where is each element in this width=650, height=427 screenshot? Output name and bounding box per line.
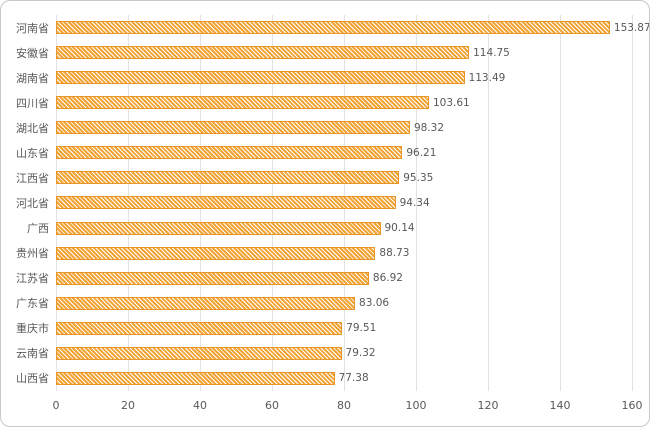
x-tick-label: 0	[52, 399, 60, 412]
gridline	[415, 15, 417, 391]
category-label: 广东省	[16, 297, 49, 311]
gridline	[631, 15, 633, 391]
category-label: 贵州省	[16, 247, 49, 261]
category-label: 山东省	[16, 146, 49, 160]
value-label: 114.75	[473, 46, 510, 59]
bar-track: 77.38	[56, 366, 632, 391]
bar-row: 广东省 83.06	[1, 291, 632, 316]
category-label: 河北省	[16, 196, 49, 210]
category-label: 湖北省	[16, 121, 49, 135]
bar-track: 153.87	[56, 15, 649, 40]
category-label: 江苏省	[16, 272, 49, 286]
category-label: 云南省	[16, 347, 49, 361]
category-label: 四川省	[16, 96, 49, 110]
bar-track: 114.75	[56, 40, 632, 65]
bar-row: 江西省 95.35	[1, 165, 632, 190]
bar-row: 湖北省 98.32	[1, 115, 632, 140]
bar-track: 90.14	[56, 216, 632, 241]
bar-row: 广西 90.14	[1, 216, 632, 241]
gridline	[559, 15, 561, 391]
bar-row: 贵州省 88.73	[1, 241, 632, 266]
bar-row: 河北省 94.34	[1, 190, 632, 215]
bar	[56, 271, 369, 285]
value-label: 95.35	[403, 171, 434, 184]
category-label: 山西省	[16, 372, 49, 386]
x-tick-label: 100	[405, 399, 427, 412]
bar-track: 98.32	[56, 115, 632, 140]
bar-track: 95.35	[56, 165, 632, 190]
bar-track: 103.61	[56, 90, 632, 115]
value-label: 94.34	[399, 196, 430, 209]
value-label: 98.32	[413, 121, 444, 134]
bar	[56, 46, 470, 60]
x-tick-label: 40	[193, 399, 207, 412]
x-tick-label: 80	[337, 399, 351, 412]
bar-track: 79.32	[56, 341, 632, 366]
bar-track: 96.21	[56, 140, 632, 165]
value-label: 90.14	[384, 222, 415, 235]
x-tick-label: 160	[621, 399, 643, 412]
bar-row: 云南省 79.32	[1, 341, 632, 366]
bar	[56, 146, 403, 160]
bar-track: 113.49	[56, 65, 632, 90]
x-axis: 0 20 40 60 80 100 120 140 160	[52, 391, 643, 426]
bar-track: 94.34	[56, 190, 632, 215]
bar	[56, 96, 429, 110]
bar	[56, 296, 356, 310]
value-label: 86.92	[372, 272, 403, 285]
bar-track: 86.92	[56, 266, 632, 291]
bar-row: 重庆市 79.51	[1, 316, 632, 341]
value-label: 79.32	[345, 347, 376, 360]
value-label: 88.73	[379, 247, 410, 260]
bar	[56, 71, 465, 85]
value-label: 83.06	[359, 297, 390, 310]
x-tick-label: 20	[121, 399, 135, 412]
bar-row: 四川省 103.61	[1, 90, 632, 115]
bar	[56, 246, 376, 260]
bar-track: 88.73	[56, 241, 632, 266]
category-label: 广西	[27, 222, 49, 236]
bar-row: 山东省 96.21	[1, 140, 632, 165]
bar	[56, 221, 381, 235]
x-tick-label: 60	[265, 399, 279, 412]
value-label: 103.61	[432, 96, 470, 109]
category-label: 安徽省	[16, 46, 49, 60]
x-tick-label: 120	[477, 399, 499, 412]
bar-track: 79.51	[56, 316, 632, 341]
bar	[56, 371, 335, 385]
plot-area: 河南省 153.87 安徽省 114.75 湖南省 113.49 四川省 103.61 湖北省 9…	[1, 15, 649, 391]
category-label: 河南省	[16, 21, 49, 35]
category-label: 湖南省	[16, 71, 49, 85]
gridline	[487, 15, 489, 391]
bar	[56, 21, 610, 35]
bar-row: 山西省 77.38	[1, 366, 632, 391]
category-label: 重庆市	[16, 322, 49, 336]
category-label: 江西省	[16, 171, 49, 185]
bar-track: 83.06	[56, 291, 632, 316]
bar-row: 河南省 153.87	[1, 15, 649, 40]
bar	[56, 171, 400, 185]
x-tick-label: 140	[549, 399, 571, 412]
bar	[56, 196, 396, 210]
value-label: 113.49	[468, 71, 506, 84]
bar	[56, 346, 342, 360]
bar	[56, 321, 343, 335]
bar-row: 江苏省 86.92	[1, 266, 632, 291]
value-label: 77.38	[338, 372, 369, 385]
value-label: 96.21	[406, 146, 437, 159]
bar-row: 安徽省 114.75	[1, 40, 632, 65]
value-label: 79.51	[346, 322, 377, 335]
bar-row: 湖南省 113.49	[1, 65, 632, 90]
bar	[56, 121, 410, 135]
value-label: 153.87	[613, 21, 650, 34]
